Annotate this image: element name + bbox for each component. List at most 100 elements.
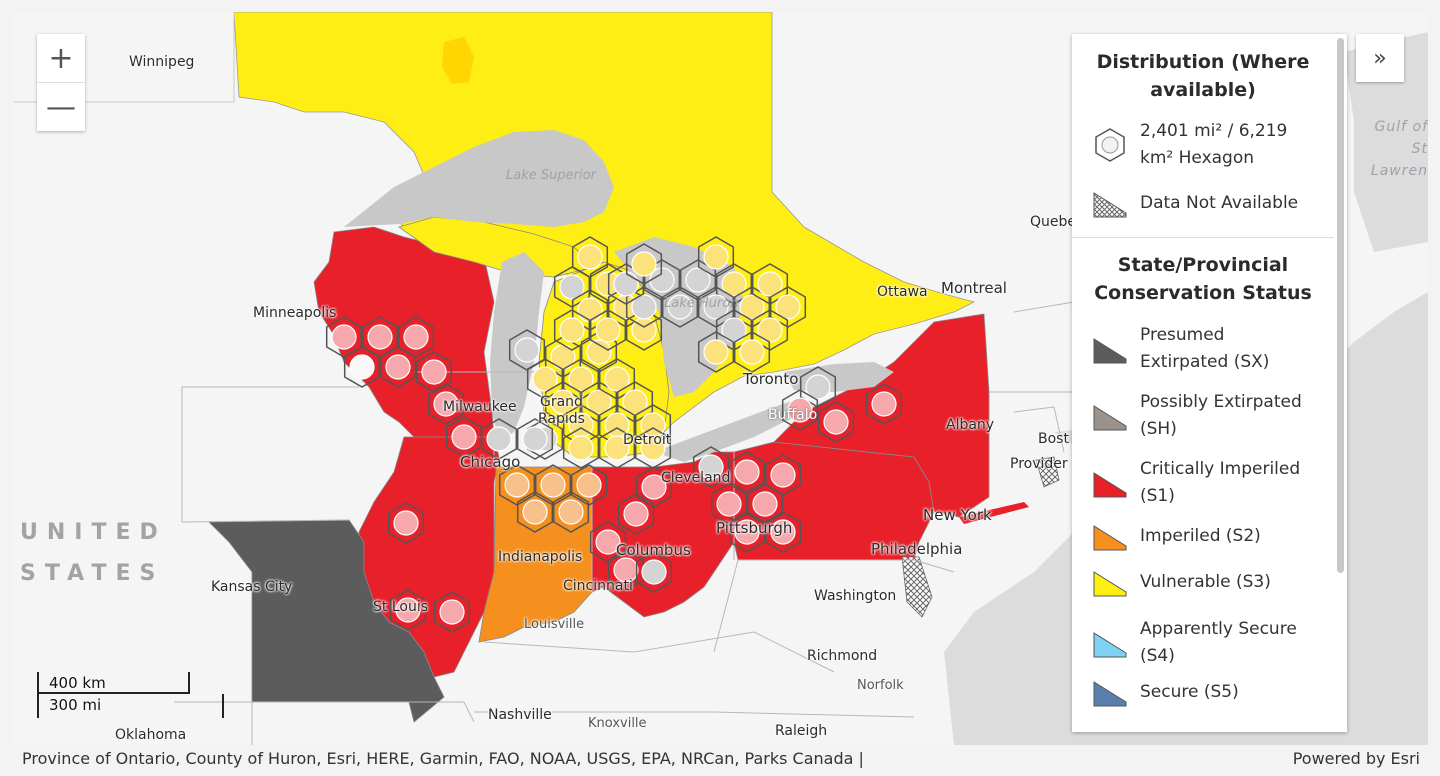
region-longisland [959, 502, 1029, 524]
city-columbus: Columbus [616, 541, 691, 559]
attribution-bar: Province of Ontario, County of Huron, Es… [0, 745, 1440, 776]
hexagon-marker[interactable] [635, 551, 673, 593]
city-buffalo: Buffalo [768, 407, 818, 423]
hexagon-marker[interactable] [617, 493, 655, 535]
legend-status-item: Critically Imperiled (S1) [1092, 456, 1322, 510]
hexagon-marker[interactable] [480, 418, 518, 460]
hexagon-marker[interactable] [697, 236, 735, 278]
city-stlouis: St Louis [373, 599, 429, 615]
legend-status-label: Secure (S5) [1140, 681, 1239, 702]
hexagon-marker[interactable] [746, 483, 784, 525]
hexagon-marker[interactable] [598, 358, 636, 400]
legend-hexagon: 2,401 mi² / 6,219 km² Hexagon [1092, 118, 1322, 172]
hexagon-marker[interactable] [634, 427, 672, 469]
hexagon-marker[interactable] [379, 346, 417, 388]
hexagon-marker[interactable] [544, 381, 582, 423]
city-quebec: Quebe [1030, 214, 1077, 230]
city-louisville: Louisville [524, 617, 585, 632]
hexagon-marker[interactable] [570, 464, 608, 506]
city-boston: Bost [1038, 431, 1069, 447]
hexagon-marker[interactable] [616, 381, 654, 423]
hexagon-marker[interactable] [728, 511, 766, 553]
hexagon-marker[interactable] [679, 259, 717, 301]
legend-status-label: Possibly Extirpated (SH) [1140, 392, 1302, 439]
city-montreal: Montreal [941, 279, 1007, 297]
lake-erie [654, 397, 814, 462]
city-albany: Albany [946, 417, 995, 433]
city-norfolk: Norfolk [857, 678, 904, 693]
zoom-out-button[interactable]: — [37, 82, 85, 131]
hexagon-marker[interactable] [343, 346, 381, 388]
hexagon-marker[interactable] [710, 483, 748, 525]
expand-legend-button[interactable]: » [1356, 34, 1404, 82]
hexagon-marker[interactable] [553, 309, 591, 351]
hexagon-marker[interactable] [598, 427, 636, 469]
hexagon-marker[interactable] [562, 427, 600, 469]
hexagon-marker[interactable] [625, 243, 663, 285]
city-milwaukee: Milwaukee [443, 399, 517, 415]
scale-bar: 400 km 300 mi [37, 672, 224, 718]
hexagon-marker[interactable] [697, 286, 735, 328]
city-oklahoma: Oklahoma [115, 727, 187, 743]
double-chevron-right-icon: » [1373, 45, 1387, 71]
status-swatch-icon [1093, 525, 1127, 551]
city-knoxville: Knoxville [588, 716, 647, 731]
legend-status-label: Imperiled (S2) [1140, 525, 1261, 546]
city-washington: Washington [814, 588, 897, 604]
status-swatch-icon [1093, 338, 1127, 364]
powered-by-esri[interactable]: Powered by Esri [1292, 749, 1420, 768]
hexagon-marker[interactable] [526, 358, 564, 400]
hexagon-marker[interactable] [571, 236, 609, 278]
hexagon-marker[interactable] [764, 511, 802, 553]
zoom-in-button[interactable]: + [48, 40, 74, 76]
legend-scrollbar[interactable] [1337, 38, 1344, 573]
hexagon-marker[interactable] [715, 263, 753, 305]
gulf-water [1344, 32, 1428, 252]
hexagon-marker[interactable] [692, 446, 730, 488]
nodata-ri [1035, 456, 1060, 488]
hexagon-marker[interactable] [751, 263, 789, 305]
label-lake-huron: Lake Huron [664, 296, 739, 311]
label-united-states: UNITED STATES [20, 520, 167, 586]
hexagon-marker[interactable] [552, 491, 590, 533]
legend-panel[interactable]: Distribution (Where available) 2,401 mi²… [1072, 34, 1347, 732]
hexagon-marker[interactable] [781, 389, 819, 431]
hexagon-marker[interactable] [534, 464, 572, 506]
hexagon-marker[interactable] [635, 466, 673, 508]
legend-status-item: Imperiled (S2) [1092, 520, 1322, 552]
lake-superior [344, 130, 614, 227]
state-lines [174, 301, 1075, 745]
city-cincinnati: Cincinnati [563, 578, 633, 594]
hexagon-marker[interactable] [769, 286, 807, 328]
hexagon-marker[interactable] [389, 589, 427, 631]
hexagon-marker[interactable] [415, 351, 453, 393]
hexagon-marker[interactable] [433, 591, 471, 633]
hexagon-marker[interactable] [865, 383, 903, 425]
city-toronto: Toronto [743, 370, 799, 388]
hexagon-marker[interactable] [516, 418, 554, 460]
intl-border [14, 12, 235, 103]
hexagon-marker[interactable] [516, 491, 554, 533]
hexagon-marker[interactable] [387, 502, 425, 544]
hexagon-marker[interactable] [589, 309, 627, 351]
hexagon-marker[interactable] [697, 331, 735, 373]
attribution-text: Province of Ontario, County of Huron, Es… [22, 749, 864, 768]
city-philadelphia: Philadelphia [871, 540, 963, 558]
hexagon-marker[interactable] [589, 521, 627, 563]
city-detroit: Detroit [623, 432, 672, 448]
hexagon-marker[interactable] [498, 464, 536, 506]
legend-hexagon-label: 2,401 mi² / 6,219 km² Hexagon [1140, 121, 1288, 168]
legend-status-item: Possibly Extirpated (SH) [1092, 389, 1322, 443]
hexagon-marker[interactable] [728, 451, 766, 493]
city-ottawa: Ottawa [877, 284, 928, 300]
hexagon-marker[interactable] [427, 383, 465, 425]
hexagon-marker[interactable] [799, 366, 837, 408]
legend-status-label: Vulnerable (S3) [1140, 571, 1271, 592]
legend-status-label: Presumed Extirpated (SX) [1140, 325, 1270, 372]
hexagon-marker[interactable] [817, 401, 855, 443]
hexagon-marker[interactable] [733, 331, 771, 373]
city-newyork: New York [923, 506, 992, 524]
city-grand-rapids: Grand Rapids [538, 394, 585, 427]
city-chicago: Chicago [460, 453, 521, 471]
hexagon-marker[interactable] [607, 549, 645, 591]
